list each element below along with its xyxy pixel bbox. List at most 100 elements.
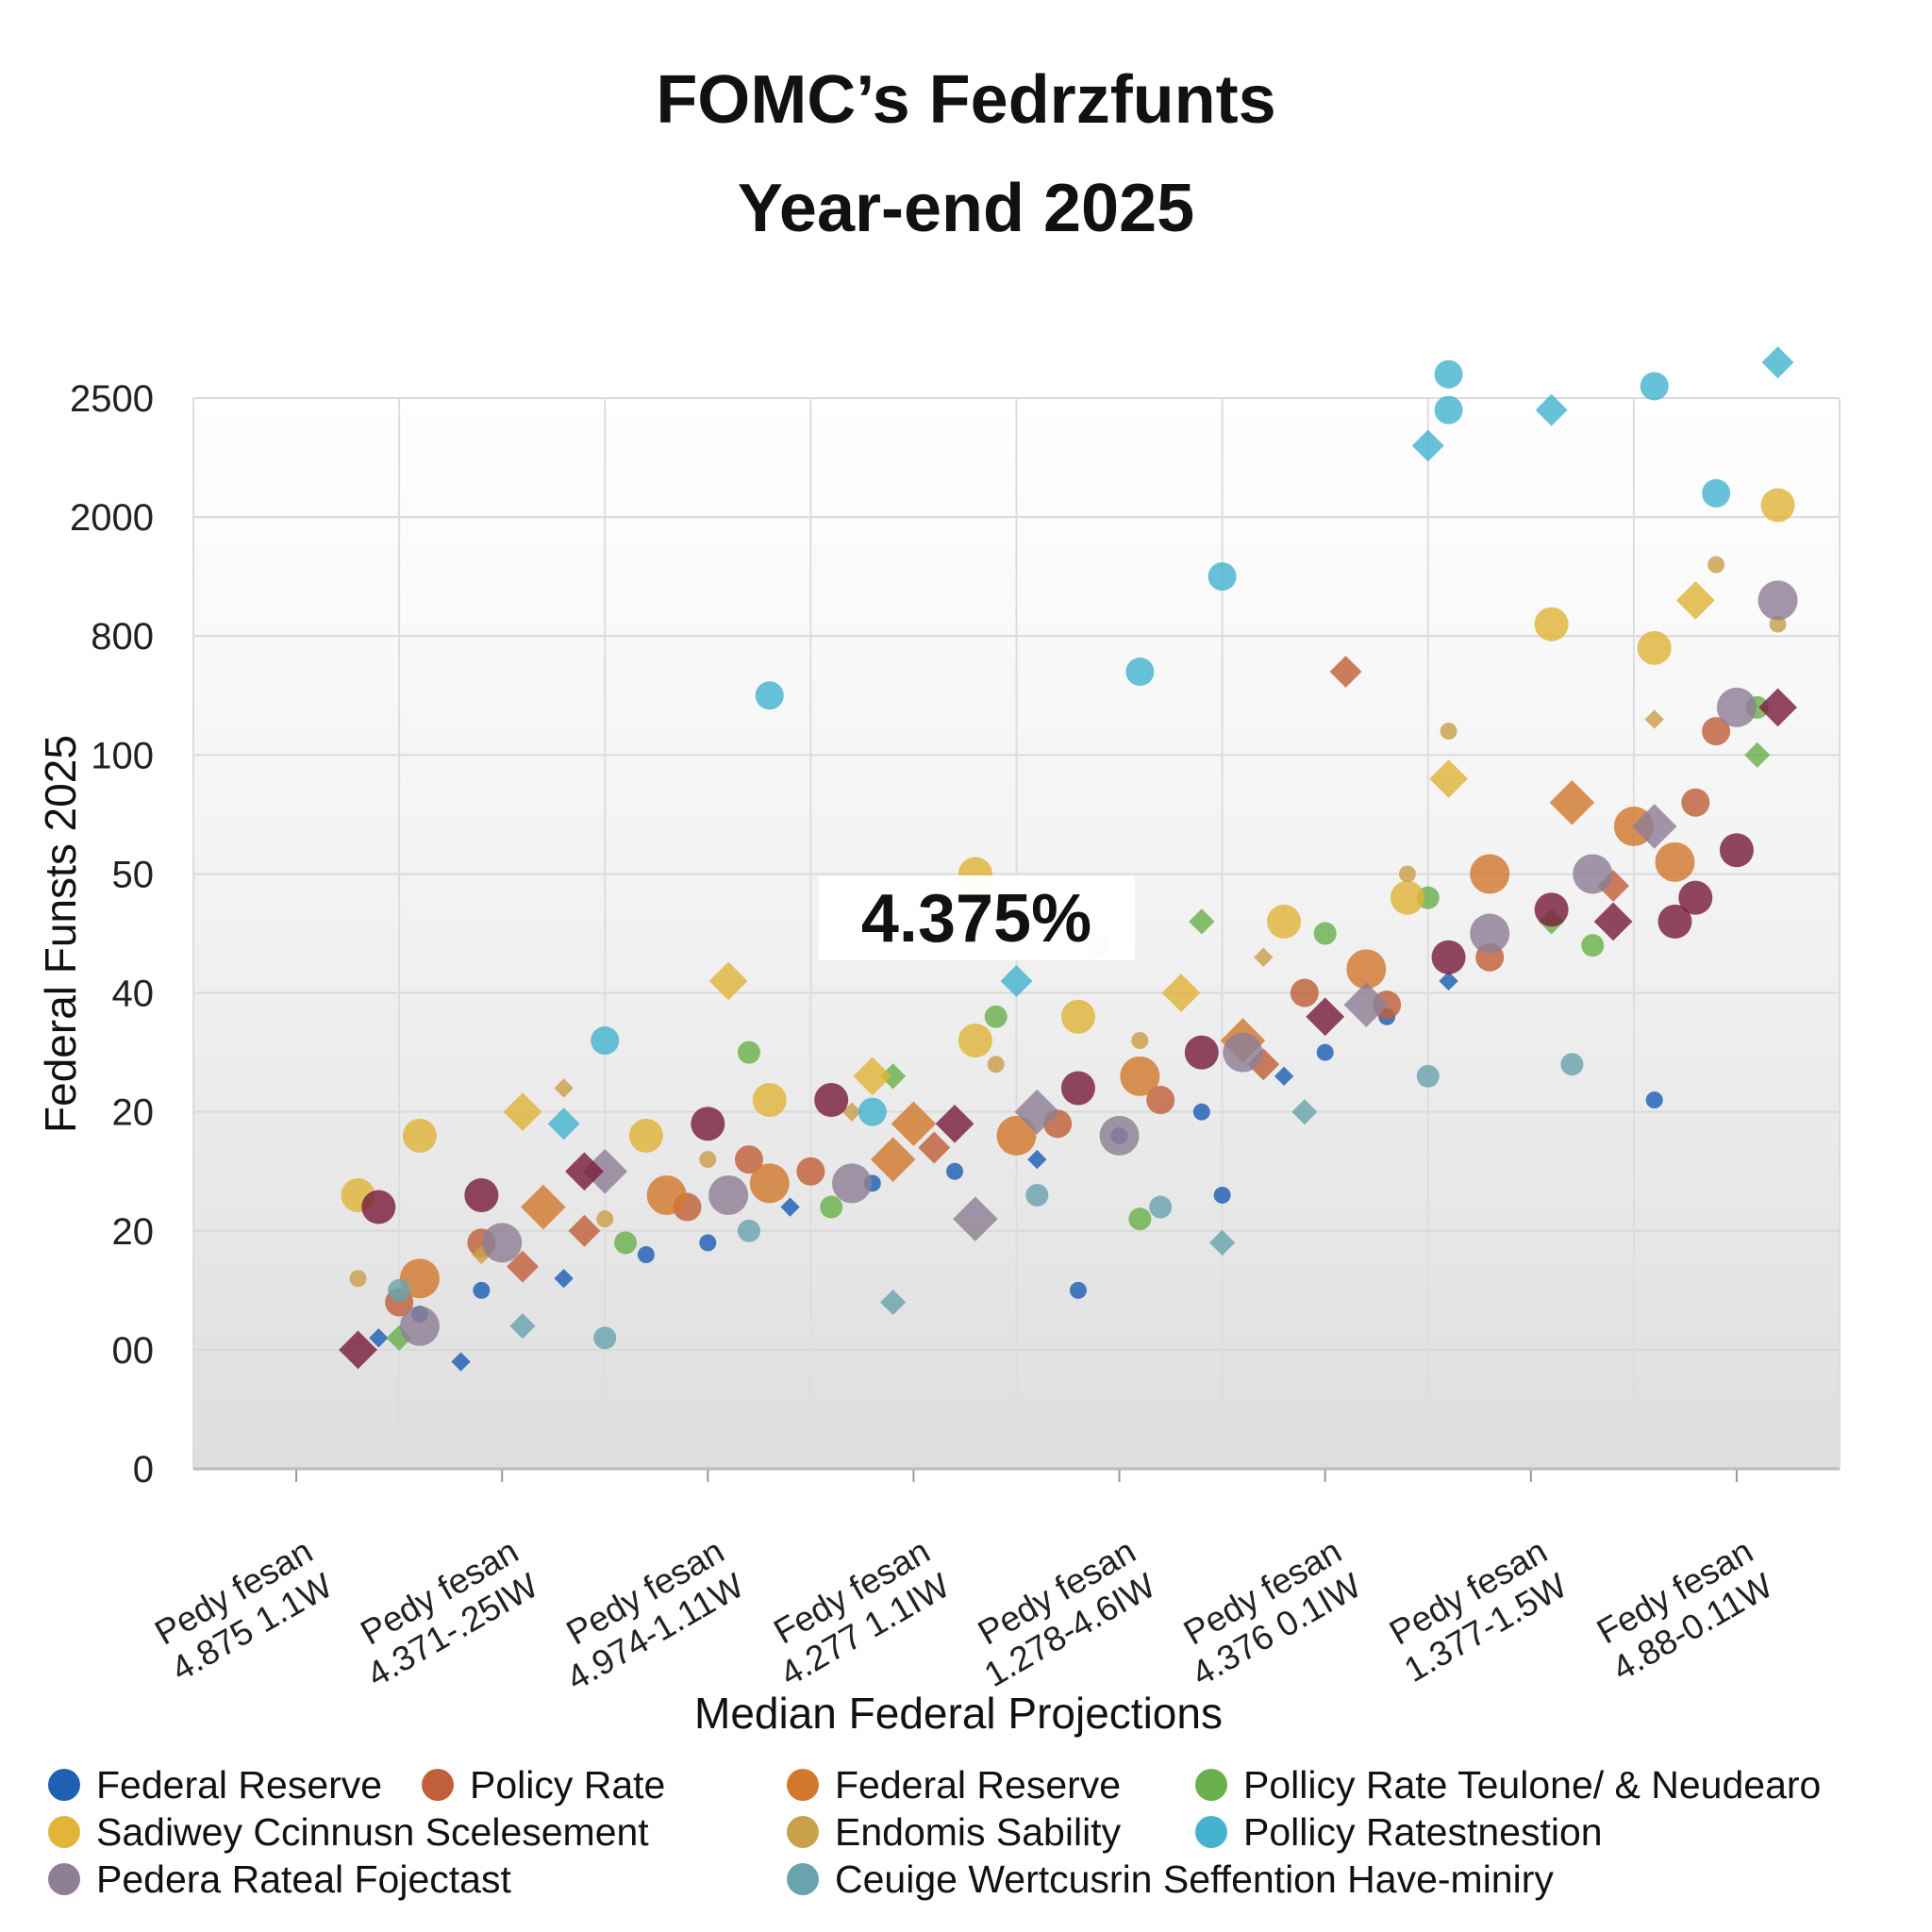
data-point	[1398, 865, 1416, 883]
legend-item: Pedera Rateal Fojectast	[48, 1857, 511, 1901]
y-tick-label: 800	[91, 616, 154, 658]
data-point	[1657, 904, 1692, 939]
data-point	[628, 1118, 663, 1153]
data-point	[507, 1250, 539, 1283]
legend-item: Policy Rate	[422, 1763, 665, 1807]
data-point	[1125, 658, 1155, 687]
data-point	[1291, 1099, 1318, 1125]
data-point	[918, 1131, 951, 1164]
data-point	[853, 1057, 892, 1096]
data-point	[1060, 1071, 1095, 1106]
y-tick-label: 40	[112, 974, 155, 1015]
data-point	[388, 1278, 411, 1302]
data-point	[752, 1083, 787, 1118]
legend-marker	[787, 1863, 819, 1895]
data-point	[796, 1157, 825, 1186]
data-point	[1534, 607, 1569, 641]
y-tick-label: 20	[112, 1211, 155, 1253]
data-point	[1431, 940, 1466, 974]
data-point	[708, 1174, 749, 1215]
legend: Federal Reserve Policy Rate Federal Reserv…	[48, 1763, 1821, 1901]
data-point	[1161, 974, 1201, 1012]
chart-title: FOMC’s Fedrzfunts	[656, 62, 1275, 138]
legend-label: Federal Reserve	[835, 1763, 1121, 1807]
legend-label: Sadiwey Ccinnusn Scelesement	[96, 1810, 649, 1854]
data-point	[1184, 1035, 1219, 1070]
chart-subtitle: Year-end 2025	[738, 171, 1194, 246]
data-point	[1678, 880, 1713, 915]
data-point	[1560, 1053, 1584, 1076]
legend-label: Pollicy Ratestnestion	[1243, 1810, 1603, 1854]
data-point	[935, 1104, 974, 1143]
data-point	[699, 1151, 717, 1169]
data-point	[1390, 880, 1424, 915]
data-point	[1060, 999, 1095, 1034]
data-point	[755, 681, 784, 710]
data-point	[1025, 1183, 1049, 1207]
value-annotation: 4.375%	[819, 875, 1135, 960]
y-tick-label: 100	[91, 735, 154, 776]
legend-marker	[787, 1769, 819, 1801]
data-point	[591, 1026, 620, 1055]
data-point	[749, 1163, 790, 1204]
data-point	[737, 1041, 760, 1064]
data-point	[1707, 556, 1725, 574]
legend-item: Sadiwey Ccinnusn Scelesement	[48, 1810, 649, 1854]
data-point	[1316, 1043, 1334, 1061]
data-point	[1535, 393, 1568, 426]
data-point	[361, 1190, 396, 1224]
data-point	[349, 1270, 367, 1288]
data-point	[369, 1328, 389, 1348]
data-point	[473, 1281, 491, 1299]
data-point	[1769, 615, 1787, 633]
data-point	[1014, 1089, 1060, 1135]
data-point	[596, 1210, 614, 1228]
data-point	[1470, 854, 1510, 894]
data-point	[1000, 964, 1033, 997]
legend-label: Endomis Sability	[835, 1810, 1122, 1854]
data-point	[482, 1223, 523, 1263]
data-point	[1274, 1066, 1294, 1087]
data-point	[996, 1115, 1037, 1156]
data-point	[464, 1177, 499, 1212]
data-point	[554, 1078, 574, 1098]
data-point	[547, 1108, 580, 1141]
legend-marker	[48, 1863, 80, 1895]
legend-label: Ceuige Wertcusrin Seffention Have-miniry	[835, 1857, 1554, 1901]
data-point	[1702, 717, 1731, 746]
annotation-box	[819, 875, 1135, 960]
data-point	[1346, 949, 1387, 990]
data-point	[1581, 934, 1605, 958]
data-point	[503, 1092, 542, 1132]
data-point	[708, 961, 748, 1001]
data-point	[637, 1246, 655, 1263]
data-point	[1189, 908, 1215, 935]
legend-label: Policy Rate	[470, 1763, 665, 1807]
data-point	[1702, 478, 1731, 508]
data-point	[1719, 833, 1754, 868]
legend-marker	[1195, 1769, 1227, 1801]
data-point	[820, 1195, 843, 1219]
data-point	[1573, 854, 1613, 894]
legend-marker	[787, 1816, 819, 1848]
data-point	[1120, 1056, 1160, 1096]
data-point	[958, 1024, 992, 1058]
data-point	[402, 1118, 437, 1153]
data-points	[339, 346, 1798, 1372]
data-point	[1027, 1149, 1047, 1170]
legend-marker	[1195, 1816, 1227, 1848]
data-point	[399, 1306, 440, 1346]
data-point	[593, 1326, 617, 1350]
legend-marker	[48, 1816, 80, 1848]
data-point	[699, 1234, 717, 1252]
y-tick-label: 00	[112, 1330, 155, 1372]
data-point	[1131, 1032, 1149, 1049]
